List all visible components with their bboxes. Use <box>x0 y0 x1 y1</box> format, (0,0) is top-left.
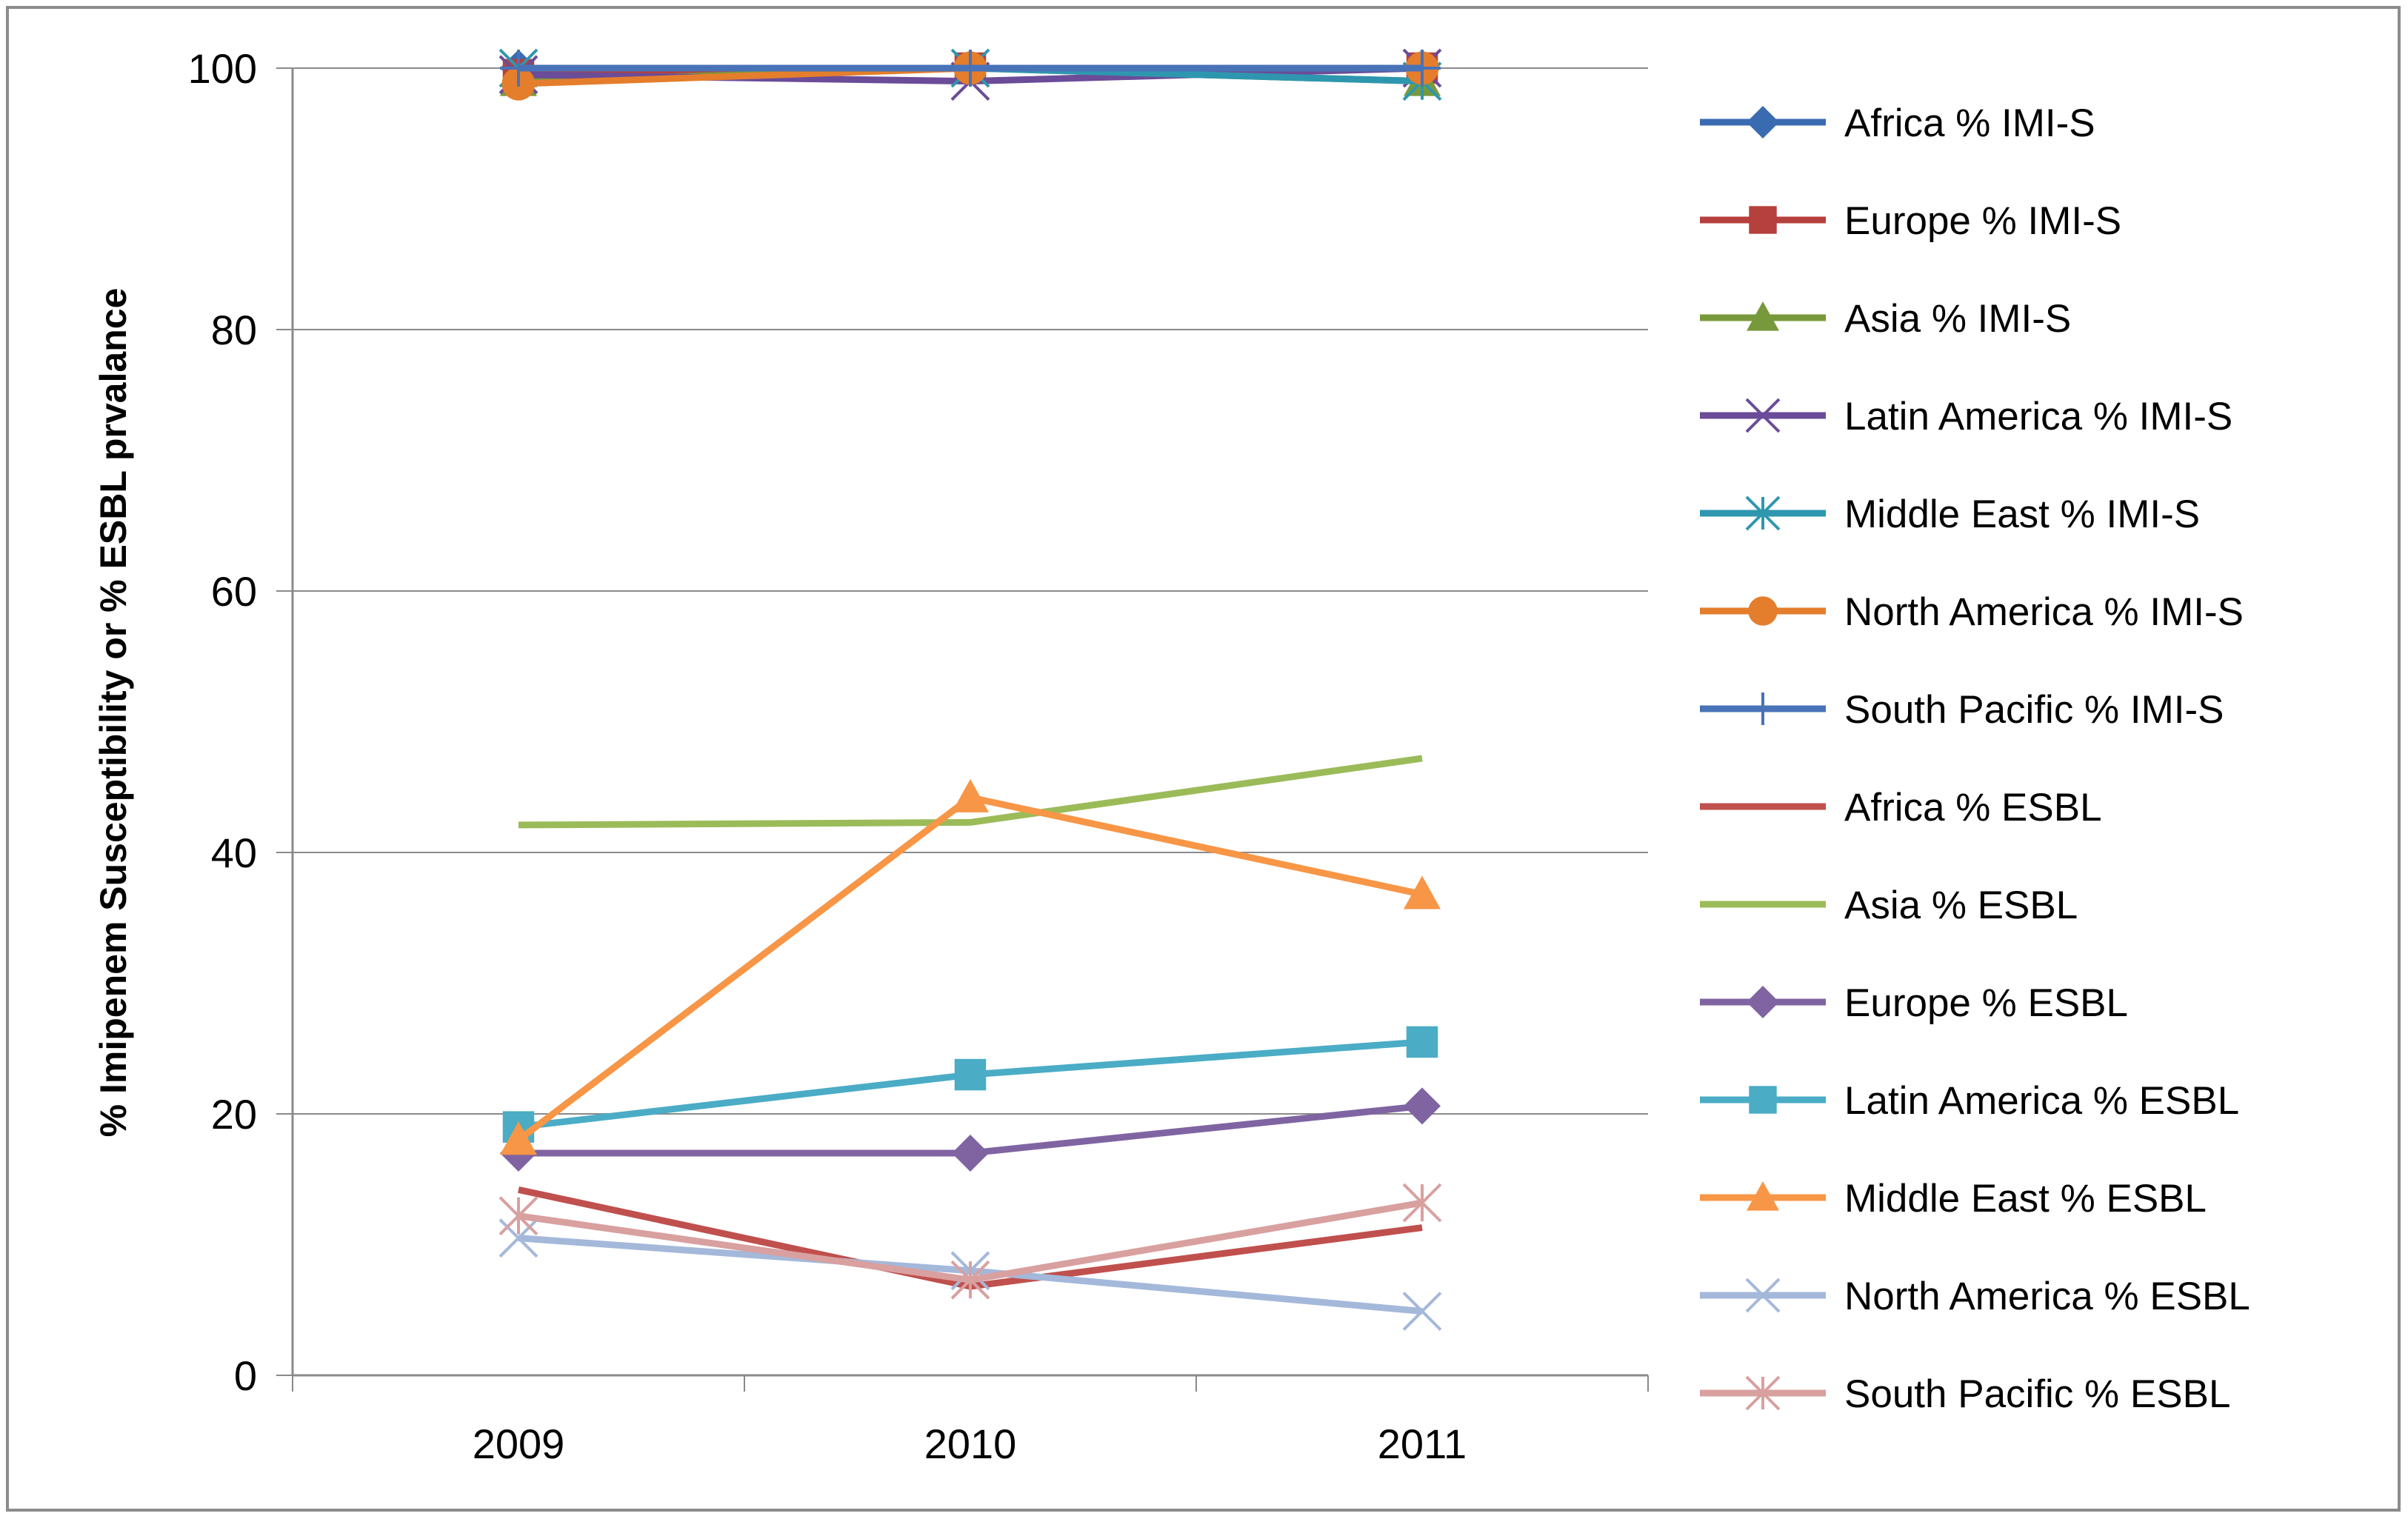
legend-entry: Middle East % ESBL <box>1700 1177 2207 1221</box>
y-tick-label: 40 <box>211 829 257 876</box>
legend-label: Europe % IMI-S <box>1844 199 2121 243</box>
legend-label: North America % IMI-S <box>1844 590 2244 634</box>
data-point <box>1404 50 1441 87</box>
legend-label: Africa % ESBL <box>1844 786 2102 829</box>
legend-marker <box>1749 206 1777 234</box>
legend-marker <box>1747 106 1779 138</box>
legend-marker <box>1745 398 1781 433</box>
series-south-pacific-pct-esbl <box>498 1183 1442 1300</box>
legend-marker <box>1747 986 1779 1018</box>
legend-entry: North America % ESBL <box>1700 1275 2250 1318</box>
legend-label: South Pacific % ESBL <box>1844 1372 2230 1416</box>
data-point <box>954 1058 987 1091</box>
legend-marker <box>1749 1086 1777 1114</box>
series-line <box>518 755 1423 829</box>
x-tick-label: 2011 <box>1378 1420 1467 1467</box>
x-tick-label: 2009 <box>473 1420 565 1467</box>
gridlines <box>293 67 1648 1115</box>
legend-label: Asia % ESBL <box>1844 884 2078 927</box>
series-europe-pct-esbl <box>500 1087 1441 1172</box>
legend-marker <box>1748 596 1778 626</box>
legend-marker-stroke <box>1745 398 1781 433</box>
data-point <box>500 1121 537 1155</box>
data-point <box>1402 1292 1442 1331</box>
series <box>498 48 1442 1331</box>
legend-label: Middle East % IMI-S <box>1844 493 2200 536</box>
legend-entry: Europe % IMI-S <box>1700 199 2121 243</box>
legend-marker <box>1745 495 1781 531</box>
data-point <box>1404 875 1441 909</box>
legend-entry: Europe % ESBL <box>1700 981 2128 1025</box>
data-point <box>952 778 989 812</box>
axes: 0 20 40 60 80 100 2009 2010 2011 <box>188 45 1649 1467</box>
legend-label: Africa % IMI-S <box>1844 101 2095 145</box>
data-point <box>952 1134 989 1172</box>
y-tick-label: 20 <box>211 1091 257 1138</box>
data-point <box>500 50 537 87</box>
legend-entry: Asia % ESBL <box>1700 884 2078 927</box>
legend-marker <box>1747 1181 1779 1211</box>
legend-label: South Pacific % IMI-S <box>1844 688 2224 732</box>
legend-label: North America % ESBL <box>1844 1275 2250 1318</box>
legend-entry: Africa % IMI-S <box>1700 101 2095 145</box>
legend-label: Asia % IMI-S <box>1844 297 2071 341</box>
chart-frame <box>6 6 2401 1512</box>
legend-marker <box>1745 1278 1781 1313</box>
y-axis-title: % Imipenem Susceptibility or % ESBL prva… <box>93 288 134 1138</box>
data-point-stroke <box>498 1218 538 1258</box>
data-point <box>498 1218 538 1258</box>
legend-entry: Latin America % ESBL <box>1700 1079 2239 1123</box>
legend-marker <box>1745 1375 1781 1411</box>
series-south-pacific-pct-imi-s <box>500 50 1441 87</box>
y-tick-label: 100 <box>188 45 257 92</box>
legend-entry: South Pacific % IMI-S <box>1700 688 2224 732</box>
legend-entry: South Pacific % ESBL <box>1700 1372 2230 1416</box>
legend-label: Latin America % IMI-S <box>1844 395 2232 438</box>
y-tick-label: 60 <box>211 568 257 615</box>
legend-label: Latin America % ESBL <box>1844 1079 2239 1123</box>
legend-entry: Middle East % IMI-S <box>1700 493 2200 536</box>
y-tick-label: 0 <box>234 1352 257 1399</box>
data-point <box>1404 1087 1441 1125</box>
data-point <box>1402 1183 1442 1223</box>
legend-entry: North America % IMI-S <box>1700 590 2244 634</box>
data-point <box>1406 1026 1438 1058</box>
series-asia-pct-esbl <box>518 755 1423 829</box>
series-latin-america-pct-esbl <box>502 1026 1438 1143</box>
data-point <box>950 1260 990 1300</box>
legend: Africa % IMI-S Europe % IMI-S Asia % IMI-S… <box>1700 101 2250 1416</box>
x-tick-label: 2010 <box>924 1420 1017 1467</box>
data-point <box>498 1196 538 1236</box>
legend-label: Europe % ESBL <box>1844 981 2128 1025</box>
legend-marker <box>1747 692 1779 725</box>
legend-entry: Latin America % IMI-S <box>1700 395 2232 438</box>
legend-marker-stroke <box>1745 1278 1781 1313</box>
data-point-stroke <box>1402 1292 1442 1331</box>
y-tick-label: 80 <box>211 307 257 353</box>
legend-entry: Africa % ESBL <box>1700 786 2102 829</box>
legend-entry: Asia % IMI-S <box>1700 297 2071 341</box>
data-point <box>952 50 989 87</box>
legend-marker <box>1747 301 1779 331</box>
series-middle-east-pct-esbl <box>500 778 1441 1155</box>
legend-label: Middle East % ESBL <box>1844 1177 2207 1221</box>
